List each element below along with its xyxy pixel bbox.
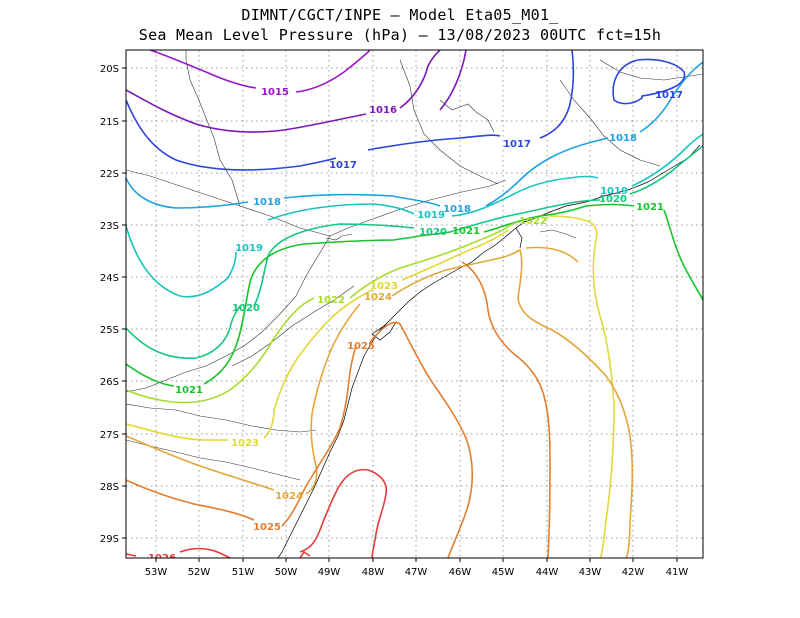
label-1017-west: 1017: [329, 160, 357, 171]
label-1016: 1016: [369, 105, 397, 116]
isobar-1021: [126, 203, 703, 387]
label-1021-west: 1021: [175, 385, 203, 396]
label-1020-west: 1020: [232, 303, 260, 314]
lat-label-26s: 26S: [100, 377, 119, 388]
label-1018-center: 1018: [443, 204, 471, 215]
isobar-1018: [126, 61, 703, 209]
label-1021-east: 1021: [636, 202, 664, 213]
label-1021-center: 1021: [452, 226, 480, 237]
lat-label-24s: 24S: [100, 273, 119, 284]
label-1026: 1026: [148, 553, 176, 564]
lon-label-46w: 46W: [449, 567, 472, 578]
lon-label-48w: 48W: [362, 567, 385, 578]
label-1025-south: 1025: [253, 522, 281, 533]
isobar-1023: [126, 215, 615, 558]
lon-label-50w: 50W: [275, 567, 298, 578]
label-1023-west: 1023: [231, 438, 259, 449]
label-1019-east: 1019: [600, 186, 628, 197]
isobar-1026: [126, 468, 388, 558]
isobar-1020: [126, 145, 703, 359]
isobar-1019: [126, 133, 703, 298]
lat-label-25s: 25S: [100, 325, 119, 336]
lon-label-52w: 52W: [188, 567, 211, 578]
label-1018-west: 1018: [253, 197, 281, 208]
label-1023-center: 1023: [370, 281, 398, 292]
label-1019-center: 1019: [417, 210, 445, 221]
lat-label-23s: 23S: [100, 221, 119, 232]
map-title-line1: DIMNT/CGCT/INPE — Model Eta05_M01_: [241, 6, 559, 24]
lat-label-20s: 20S: [100, 64, 119, 75]
lon-label-53w: 53W: [145, 567, 168, 578]
lat-ticks: [122, 67, 126, 539]
lon-label-45w: 45W: [492, 567, 515, 578]
grid: [126, 50, 703, 558]
label-1024-north: 1024: [364, 292, 392, 303]
map-frame: [125, 49, 704, 559]
label-1017-east: 1017: [655, 90, 683, 101]
label-1018-east: 1018: [609, 133, 637, 144]
isobar-1025: [126, 261, 551, 558]
label-1024-south: 1024: [275, 491, 303, 502]
isobar-1015: [149, 50, 371, 93]
lon-label-49w: 49W: [318, 567, 341, 578]
isobar-1024: [126, 246, 634, 558]
lat-label-28s: 28S: [100, 482, 119, 493]
lon-label-51w: 51W: [232, 567, 255, 578]
label-1022-west: 1022: [317, 295, 345, 306]
lon-label-41w: 41W: [666, 567, 689, 578]
lat-label-29s: 29S: [100, 534, 119, 545]
lat-label-22s: 22S: [100, 169, 119, 180]
lon-label-47w: 47W: [405, 567, 428, 578]
label-1019-west: 1019: [235, 243, 263, 254]
lat-label-21s: 21S: [100, 117, 119, 128]
label-1025-north: 1025: [347, 341, 375, 352]
state-borders: [126, 50, 703, 481]
isobar-1017: [126, 50, 686, 171]
isobar-1016: [126, 50, 467, 133]
isobar-1022: [126, 217, 548, 404]
label-1020-east: 1020: [599, 194, 627, 205]
lat-label-27s: 27S: [100, 430, 119, 441]
label-1015: 1015: [261, 87, 289, 98]
map-title-line2: Sea Mean Level Pressure (hPa) — 13/08/20…: [138, 26, 662, 44]
lon-label-44w: 44W: [536, 567, 559, 578]
label-1017-center: 1017: [503, 139, 531, 150]
label-1022-east: 1022: [519, 216, 547, 227]
lon-label-43w: 43W: [579, 567, 602, 578]
coastline: [277, 144, 701, 558]
label-1020-center: 1020: [419, 227, 447, 238]
lon-ticks: [155, 558, 678, 562]
lon-label-42w: 42W: [622, 567, 645, 578]
